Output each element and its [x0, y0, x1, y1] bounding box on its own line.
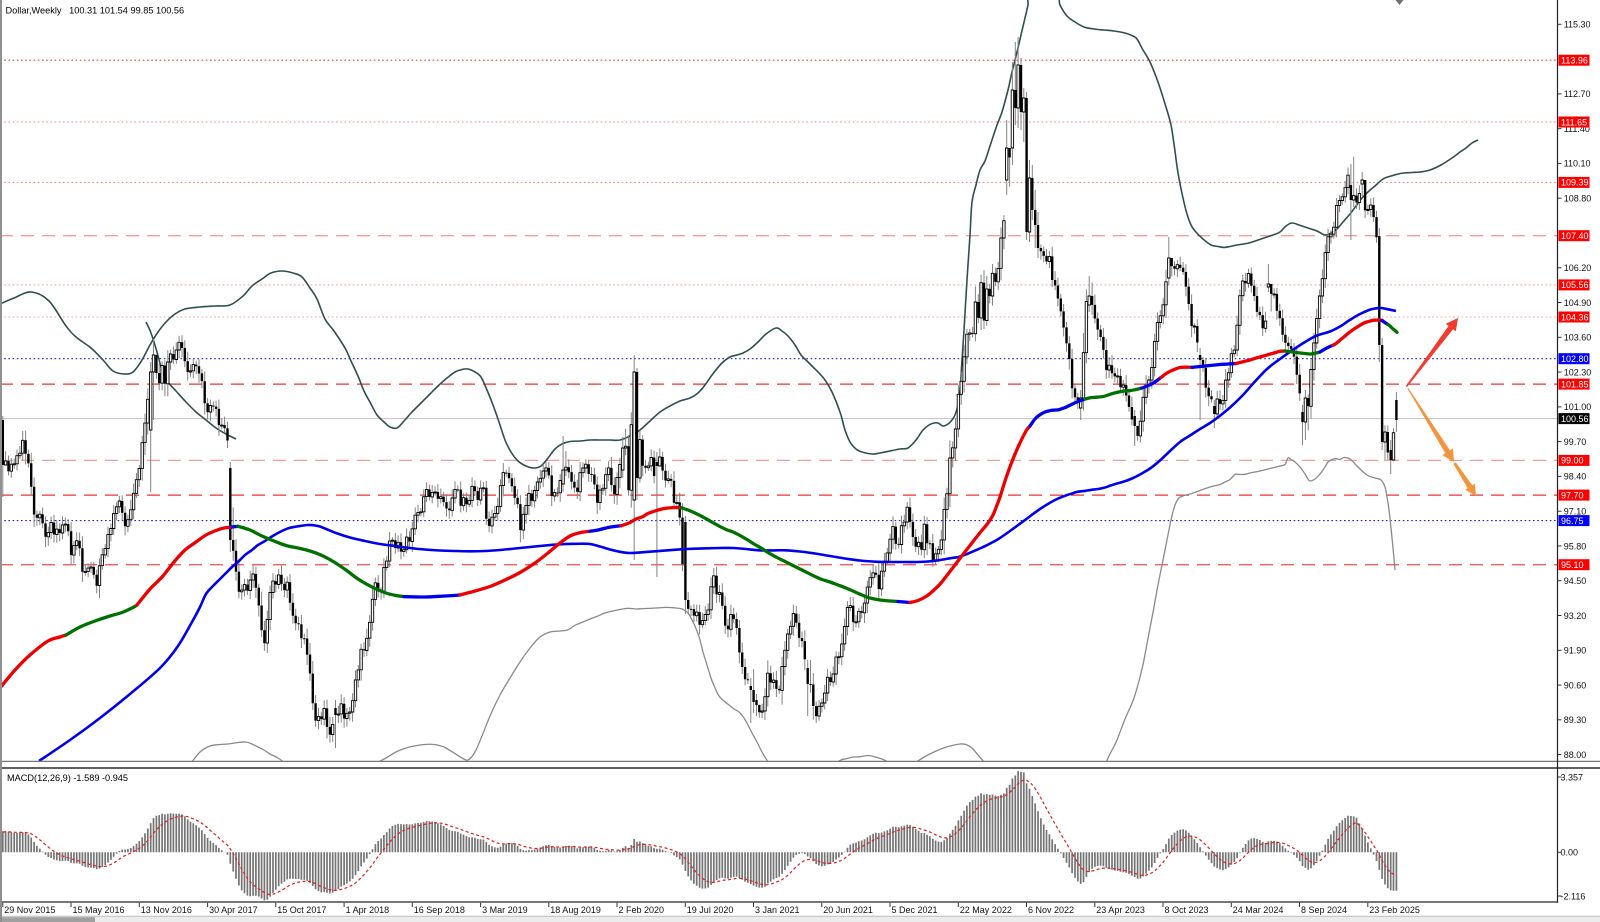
svg-text:8 Oct 2023: 8 Oct 2023: [1165, 905, 1209, 915]
svg-text:89.30: 89.30: [1564, 715, 1587, 725]
svg-text:91.90: 91.90: [1564, 646, 1587, 656]
svg-text:115.30: 115.30: [1564, 20, 1591, 30]
svg-text:99.70: 99.70: [1564, 437, 1587, 447]
svg-text:30 Apr 2017: 30 Apr 2017: [209, 905, 258, 915]
svg-text:88.00: 88.00: [1564, 750, 1587, 760]
svg-text:29 Nov 2015: 29 Nov 2015: [4, 905, 55, 915]
svg-text:97.70: 97.70: [1561, 490, 1584, 500]
svg-text:108.80: 108.80: [1564, 194, 1592, 204]
svg-text:3 Jan 2021: 3 Jan 2021: [755, 905, 800, 915]
svg-text:0.00: 0.00: [1561, 848, 1579, 858]
svg-text:104.90: 104.90: [1564, 298, 1592, 308]
svg-text:3 Mar 2019: 3 Mar 2019: [482, 905, 528, 915]
svg-text:18 Aug 2019: 18 Aug 2019: [550, 905, 601, 915]
svg-text:MACD(12,26,9) -1.589 -0.945: MACD(12,26,9) -1.589 -0.945: [7, 773, 128, 783]
svg-text:99.00: 99.00: [1561, 456, 1584, 466]
svg-text:-2.116: -2.116: [1561, 891, 1586, 901]
svg-text:94.50: 94.50: [1564, 576, 1587, 586]
svg-text:15 May 2016: 15 May 2016: [73, 905, 125, 915]
svg-text:13 Nov 2016: 13 Nov 2016: [141, 905, 192, 915]
svg-text:105.56: 105.56: [1561, 280, 1589, 290]
svg-text:16 Sep 2018: 16 Sep 2018: [414, 905, 465, 915]
svg-text:1 Apr 2018: 1 Apr 2018: [346, 905, 390, 915]
svg-text:6 Nov 2022: 6 Nov 2022: [1028, 905, 1074, 915]
svg-text:113.96: 113.96: [1561, 56, 1588, 66]
svg-text:23 Apr 2023: 23 Apr 2023: [1096, 905, 1145, 915]
svg-text:106.20: 106.20: [1564, 263, 1592, 273]
svg-text:23 Feb 2025: 23 Feb 2025: [1369, 905, 1420, 915]
svg-text:103.60: 103.60: [1564, 333, 1592, 343]
svg-text:98.40: 98.40: [1564, 472, 1587, 482]
svg-text:95.10: 95.10: [1561, 560, 1584, 570]
svg-text:24 Mar 2024: 24 Mar 2024: [1233, 905, 1284, 915]
svg-text:96.75: 96.75: [1561, 516, 1584, 526]
svg-text:19 Jul 2020: 19 Jul 2020: [687, 905, 734, 915]
svg-text:3.357: 3.357: [1561, 772, 1584, 782]
svg-text:20 Jun 2021: 20 Jun 2021: [823, 905, 873, 915]
svg-text:Dollar,Weekly 100.31 101.54: Dollar,Weekly 100.31 101.54 99.85 100.56: [6, 6, 185, 16]
svg-text:22 May 2022: 22 May 2022: [960, 905, 1012, 915]
svg-text:100.56: 100.56: [1561, 414, 1589, 424]
svg-text:112.70: 112.70: [1564, 89, 1591, 99]
svg-text:101.85: 101.85: [1561, 379, 1589, 389]
svg-text:95.80: 95.80: [1564, 541, 1587, 551]
svg-text:107.40: 107.40: [1561, 231, 1589, 241]
svg-text:109.39: 109.39: [1561, 178, 1589, 188]
svg-text:110.10: 110.10: [1564, 159, 1591, 169]
svg-text:5 Dec 2021: 5 Dec 2021: [892, 905, 938, 915]
svg-text:102.30: 102.30: [1564, 367, 1592, 377]
svg-text:2 Feb 2020: 2 Feb 2020: [619, 905, 665, 915]
svg-text:15 Oct 2017: 15 Oct 2017: [277, 905, 326, 915]
svg-text:111.40: 111.40: [1564, 124, 1590, 134]
svg-text:102.80: 102.80: [1561, 354, 1589, 364]
svg-text:97.10: 97.10: [1564, 507, 1587, 517]
svg-text:93.20: 93.20: [1564, 611, 1587, 621]
svg-text:8 Sep 2024: 8 Sep 2024: [1301, 905, 1347, 915]
svg-text:104.36: 104.36: [1561, 312, 1589, 322]
svg-text:111.65: 111.65: [1561, 117, 1587, 127]
svg-text:90.60: 90.60: [1564, 680, 1587, 690]
svg-text:101.00: 101.00: [1564, 402, 1592, 412]
